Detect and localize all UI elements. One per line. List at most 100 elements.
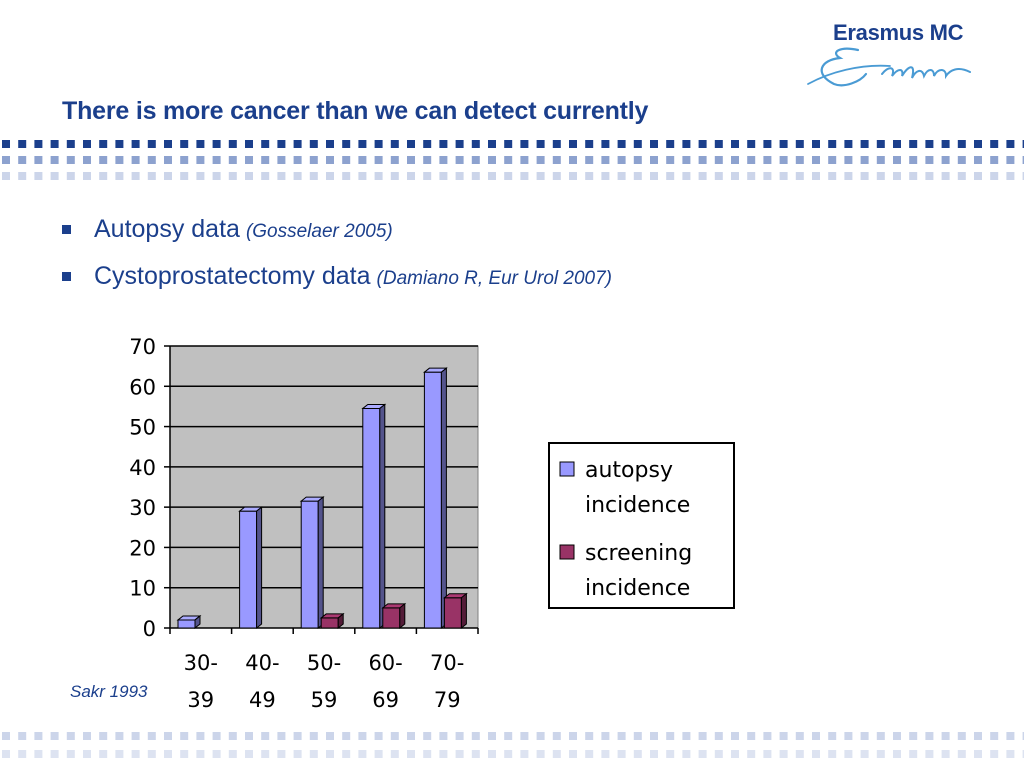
divider-dot xyxy=(585,172,594,180)
divider-dot xyxy=(714,172,723,180)
divider-dot xyxy=(925,140,934,148)
divider-dot xyxy=(552,172,561,180)
divider-dot xyxy=(164,140,172,148)
divider-dot xyxy=(83,732,91,740)
source-note: Sakr 1993 xyxy=(70,682,148,701)
divider-dot xyxy=(390,750,399,758)
divider-dot xyxy=(83,172,91,180)
divider-dot xyxy=(277,156,286,164)
divider-dot xyxy=(990,140,999,148)
divider-dot xyxy=(164,732,172,740)
divider-dot xyxy=(763,140,772,148)
square-bullet-icon xyxy=(62,225,71,234)
divider-dot xyxy=(180,732,189,740)
divider-dot xyxy=(828,732,837,740)
y-tick-label: 70 xyxy=(129,335,156,359)
bullet-citation: (Damiano R, Eur Urol 2007) xyxy=(376,268,612,289)
divider-dot xyxy=(860,140,869,148)
divider-dot xyxy=(277,140,286,148)
legend-box xyxy=(548,442,735,609)
divider-dot xyxy=(633,732,642,740)
divider-dot xyxy=(779,172,788,180)
divider-dot xyxy=(698,156,707,164)
divider-dot xyxy=(390,732,399,740)
divider-dot xyxy=(876,140,885,148)
divider-dot xyxy=(504,156,513,164)
divider-dot xyxy=(261,750,270,758)
divider-dot xyxy=(698,750,707,758)
divider-dot xyxy=(536,172,545,180)
divider-dot xyxy=(504,750,513,758)
divider-dot xyxy=(471,156,480,164)
slide-title: There is more cancer than we can detect … xyxy=(62,97,649,125)
divider-dot xyxy=(228,172,237,180)
divider-dot xyxy=(666,172,675,180)
divider-dot xyxy=(633,156,642,164)
divider-dot xyxy=(374,750,383,758)
divider-dot xyxy=(407,732,415,740)
divider-dot xyxy=(812,750,820,758)
divider-dot xyxy=(682,172,691,180)
divider-dot xyxy=(261,172,270,180)
divider-dot xyxy=(990,750,999,758)
divider-dot xyxy=(115,172,124,180)
divider-dot xyxy=(925,732,934,740)
divider-dot xyxy=(326,140,334,148)
divider-dot xyxy=(358,156,367,164)
x-tick-label: 70-79 xyxy=(430,651,464,712)
divider-dot xyxy=(941,172,950,180)
divider-dot xyxy=(439,732,448,740)
erasmus-mc-logo: Erasmus MC xyxy=(800,18,1000,98)
divider-dot xyxy=(731,750,739,758)
divider-dot xyxy=(779,750,788,758)
divider-dot xyxy=(585,750,594,758)
divider-dot xyxy=(520,750,529,758)
bullet-label: Autopsy data xyxy=(94,215,240,243)
legend: autopsy incidence screening incidence xyxy=(548,442,735,609)
divider-dot xyxy=(650,156,658,164)
divider-dot xyxy=(552,732,561,740)
divider-dot xyxy=(164,172,172,180)
divider-dot xyxy=(455,140,464,148)
divider-dot xyxy=(536,732,545,740)
divider-dot xyxy=(326,172,334,180)
divider-dot xyxy=(957,750,966,758)
divider-dot xyxy=(423,750,432,758)
divider-dot xyxy=(83,156,91,164)
divider-dot xyxy=(423,732,432,740)
divider-dot xyxy=(666,732,675,740)
divider-dot xyxy=(650,732,658,740)
divider-dot xyxy=(34,750,43,758)
divider-dot xyxy=(779,140,788,148)
divider-dot xyxy=(795,156,804,164)
divider-dot xyxy=(228,750,237,758)
bar xyxy=(319,612,345,630)
divider-dot xyxy=(552,140,561,148)
divider-dot xyxy=(455,750,464,758)
divider-dot xyxy=(876,732,885,740)
divider-dot xyxy=(617,732,626,740)
divider-dot xyxy=(180,140,189,148)
divider-dot xyxy=(66,732,75,740)
divider-dot xyxy=(83,140,91,148)
divider-dot xyxy=(747,732,756,740)
divider-dot xyxy=(326,750,334,758)
divider-dot xyxy=(1022,140,1024,148)
divider-dot xyxy=(342,156,351,164)
divider-dot xyxy=(261,156,270,164)
divider-dot xyxy=(747,140,756,148)
divider-dot xyxy=(828,172,837,180)
divider-dot xyxy=(99,172,108,180)
bar xyxy=(238,506,264,630)
divider-dot xyxy=(893,732,901,740)
divider-dot xyxy=(585,732,594,740)
divider-dot xyxy=(974,732,982,740)
divider-dot xyxy=(261,732,270,740)
divider-dot xyxy=(18,172,27,180)
divider-dot xyxy=(455,156,464,164)
divider-dot xyxy=(747,156,756,164)
divider-dot xyxy=(828,156,837,164)
divider-dot xyxy=(358,172,367,180)
divider-dot xyxy=(763,750,772,758)
